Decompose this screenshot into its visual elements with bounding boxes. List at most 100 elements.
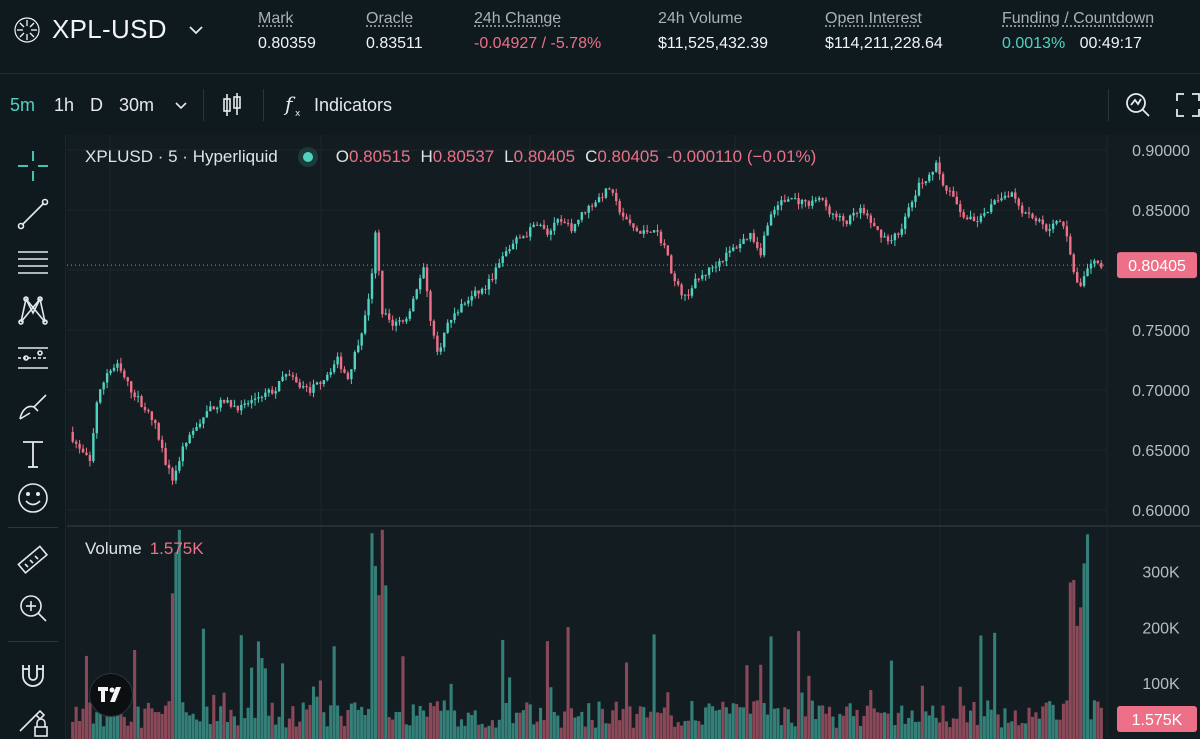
- volume-bar: [803, 716, 807, 739]
- candle-body: [436, 335, 439, 352]
- candle-body: [81, 448, 85, 453]
- stat-label[interactable]: 24h Change: [474, 10, 562, 27]
- text-icon[interactable]: [16, 437, 50, 471]
- candle-body: [618, 200, 621, 213]
- zoom-in-icon[interactable]: [16, 591, 50, 625]
- candle-body: [590, 205, 594, 207]
- volume-bar: [686, 720, 691, 739]
- candle-body: [150, 411, 154, 421]
- magnet-icon[interactable]: [16, 657, 50, 691]
- volume-bar: [704, 707, 708, 739]
- candlestick-type-icon[interactable]: [221, 91, 243, 119]
- chart-toolbar: 5m 1h D 30m f x Indicators: [0, 75, 1200, 135]
- symbol-title[interactable]: XPLUSD · 5 · Hyperliquid: [85, 147, 278, 166]
- candle-body: [1079, 282, 1082, 286]
- volume-bar: [903, 723, 907, 739]
- candle-body: [174, 470, 178, 481]
- volume-bar: [311, 686, 316, 739]
- volume-bar: [456, 726, 460, 739]
- candle-body: [456, 312, 460, 314]
- volume-bar: [305, 709, 309, 739]
- volume-bar: [573, 717, 577, 739]
- volume-title[interactable]: Volume: [85, 539, 142, 558]
- stat-label[interactable]: Open Interest: [825, 10, 922, 27]
- chart-canvas[interactable]: 0.900000.850000.800000.750000.700000.650…: [67, 135, 1200, 739]
- emoji-icon[interactable]: [16, 481, 50, 515]
- chevron-down-icon[interactable]: [174, 99, 188, 113]
- volume-bar: [1034, 712, 1038, 739]
- volume-bar: [999, 727, 1004, 739]
- candle-body: [494, 267, 498, 280]
- quick-search-icon[interactable]: [1124, 91, 1152, 119]
- candle-body: [1093, 260, 1096, 264]
- stat-label[interactable]: Mark: [258, 10, 294, 27]
- stat-oracle: Oracle 0.83511: [366, 10, 423, 53]
- candle-body: [343, 369, 346, 373]
- candle-body: [439, 347, 443, 352]
- candle-body: [797, 198, 800, 205]
- volume-bar: [1017, 725, 1021, 739]
- candle-body: [367, 298, 370, 316]
- candle-body: [319, 382, 322, 385]
- candle-body: [707, 267, 711, 275]
- volume-bar: [958, 686, 962, 739]
- volume-bar: [642, 707, 646, 739]
- candle-body: [976, 221, 979, 223]
- brush-icon[interactable]: [16, 389, 50, 423]
- lock-drawings-icon[interactable]: [16, 703, 50, 737]
- volume-bar: [387, 717, 391, 739]
- volume-bar: [164, 705, 168, 739]
- candle-body: [1048, 229, 1051, 231]
- function-icon[interactable]: f x: [283, 91, 305, 119]
- stat-label[interactable]: Funding / Countdown: [1002, 10, 1155, 27]
- candle-body: [1089, 263, 1093, 269]
- forecast-icon[interactable]: [16, 341, 50, 375]
- candle-body: [993, 200, 996, 205]
- volume-bar: [270, 702, 274, 739]
- trend-line-icon[interactable]: [16, 197, 50, 231]
- stat-label[interactable]: Oracle: [366, 10, 414, 27]
- interval-5m[interactable]: 5m: [10, 95, 36, 115]
- candle-body: [1062, 221, 1065, 227]
- volume-bar: [621, 708, 625, 739]
- volume-bar: [552, 712, 556, 739]
- candle-body: [876, 226, 879, 230]
- interval-1h[interactable]: 1h: [54, 95, 75, 115]
- volume-bar: [731, 703, 735, 739]
- candle-body: [78, 443, 81, 449]
- pair-selector[interactable]: XPL-USD: [14, 14, 205, 45]
- interval-d[interactable]: D: [90, 95, 103, 115]
- stat-24h-change: 24h Change -0.04927 / -5.78%: [474, 10, 601, 53]
- candle-body: [855, 212, 859, 214]
- candle-body: [136, 396, 140, 398]
- volume-bar: [1092, 700, 1096, 739]
- volume-bar: [841, 715, 845, 739]
- close-key: C: [585, 147, 598, 166]
- volume-bar: [360, 706, 364, 739]
- candle-body: [608, 188, 611, 190]
- candle-body: [398, 320, 401, 322]
- price-chart[interactable]: 0.900000.850000.800000.750000.700000.650…: [67, 135, 1200, 739]
- last-price-badge: [1117, 252, 1197, 279]
- candle-body: [604, 188, 608, 198]
- tradingview-logo[interactable]: [89, 673, 133, 717]
- volume-bar: [95, 712, 99, 739]
- candle-body: [143, 407, 147, 410]
- crosshair-icon[interactable]: [16, 149, 50, 183]
- chevron-down-icon[interactable]: [187, 21, 205, 39]
- candle-body: [673, 273, 676, 282]
- candle-body: [835, 213, 838, 218]
- volume-bar: [645, 717, 649, 739]
- candle-body: [659, 231, 663, 244]
- ruler-icon[interactable]: [16, 543, 50, 577]
- interval-30m[interactable]: 30m: [119, 95, 155, 115]
- candle-body: [886, 236, 890, 242]
- indicators-button[interactable]: Indicators: [314, 95, 393, 115]
- fib-lines-icon[interactable]: [16, 245, 50, 279]
- candle-body: [817, 198, 821, 200]
- volume-bar: [508, 677, 512, 739]
- fullscreen-icon[interactable]: [1176, 93, 1200, 117]
- pattern-icon[interactable]: [16, 293, 50, 327]
- volume-bar: [1089, 719, 1093, 739]
- volume-bar: [342, 725, 347, 739]
